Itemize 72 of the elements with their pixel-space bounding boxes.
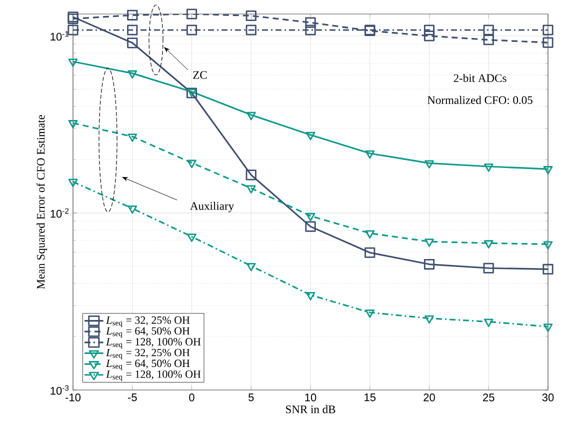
point xyxy=(365,150,375,159)
annotation: Auxiliary xyxy=(190,202,234,212)
legend-label: L$_{seq}$ = 128, 100% OH xyxy=(106,338,201,349)
point xyxy=(306,212,316,222)
point xyxy=(246,170,256,180)
point xyxy=(127,38,138,48)
x-tick-label: 0 xyxy=(189,394,194,402)
point xyxy=(68,178,78,188)
point xyxy=(127,10,138,20)
point xyxy=(127,24,138,36)
point xyxy=(364,247,376,258)
point xyxy=(187,234,196,242)
annotation: ZC xyxy=(193,71,207,79)
point xyxy=(246,262,256,272)
x-tick-label: 20 xyxy=(424,394,435,402)
x-tick-label: 30 xyxy=(542,394,554,402)
point xyxy=(365,309,375,318)
x-tick-label: 25 xyxy=(483,394,494,402)
y-tick-label: 10$^{-1}$ xyxy=(50,31,69,41)
legend-label: L$_{seq}$ = 64, 50% OH xyxy=(106,327,190,338)
point xyxy=(246,10,256,22)
point xyxy=(365,230,375,239)
point xyxy=(306,292,316,300)
point xyxy=(484,164,494,172)
point xyxy=(246,24,256,36)
point xyxy=(424,258,435,270)
point xyxy=(424,30,435,42)
point xyxy=(128,205,138,214)
point xyxy=(424,238,434,247)
point xyxy=(246,112,256,120)
point xyxy=(68,120,78,128)
point xyxy=(246,185,256,194)
point xyxy=(483,34,494,46)
x-tick-label: -5 xyxy=(128,394,137,402)
point xyxy=(542,24,554,36)
point xyxy=(484,240,494,248)
point xyxy=(424,160,434,169)
point xyxy=(128,70,138,79)
y-tick-label: 10$^{-2}$ xyxy=(50,208,69,218)
point xyxy=(542,37,554,48)
x-tick-label: -10 xyxy=(66,394,81,402)
point xyxy=(543,324,553,332)
point xyxy=(483,24,494,36)
point xyxy=(128,134,138,142)
point xyxy=(305,17,316,28)
point xyxy=(305,24,316,36)
point xyxy=(484,318,494,328)
point xyxy=(543,166,553,174)
y-tick-label: 10$^{-3}$ xyxy=(50,385,69,395)
point xyxy=(186,24,198,36)
point xyxy=(424,315,434,324)
point xyxy=(542,264,554,275)
point xyxy=(306,132,316,140)
x-axis-title: SNR in dB xyxy=(286,405,336,414)
point xyxy=(305,221,316,232)
point xyxy=(543,241,553,250)
legend-label: L$_{seq}$ = 32, 25% OH xyxy=(106,348,190,360)
point xyxy=(68,58,78,67)
point xyxy=(187,160,196,168)
point xyxy=(483,262,494,274)
legend-label: L$_{seq}$ = 32, 25% OH xyxy=(106,316,190,327)
annotation: 2-bit ADCs xyxy=(454,74,506,82)
legend-label: L$_{seq}$ = 128, 100% OH xyxy=(106,370,201,382)
point xyxy=(68,24,78,36)
annotation: Normalized CFO: 0.05 xyxy=(427,96,532,104)
legend-label: L$_{seq}$ = 64, 50% OH xyxy=(106,360,190,370)
y-axis-title: Mean Squared Error of CFO Estimate xyxy=(36,115,48,290)
point xyxy=(424,24,435,36)
x-tick-label: 15 xyxy=(364,394,376,402)
point xyxy=(186,8,198,20)
x-tick-label: 10 xyxy=(305,394,316,402)
x-tick-label: 5 xyxy=(248,394,254,402)
